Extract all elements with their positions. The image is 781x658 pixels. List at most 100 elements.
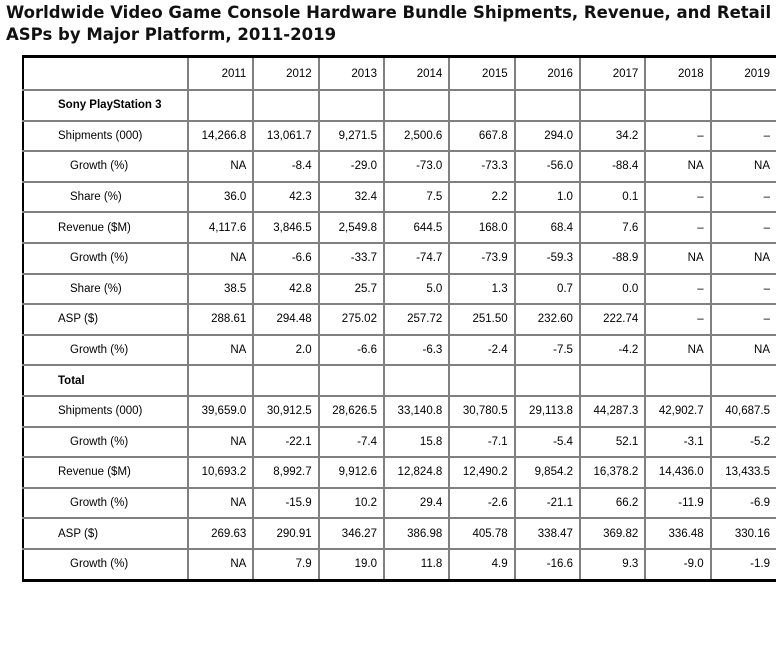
table-cell: 66.2 [578,486,647,520]
table-cell: -2.4 [448,333,516,367]
table-cell: -73.0 [382,150,451,183]
table-cell [644,89,712,122]
table-cell: 667.8 [448,119,516,153]
table-row: Share (%) 36.0 42.3 32.4 7.5 2.2 1.0 0.1– – [22,180,776,214]
table-cell: 36.0 [186,180,255,214]
year-header: 2018 [644,58,712,91]
table-cell: – [709,211,776,244]
table-cell: 294.48 [252,303,320,336]
table-cell: -74.7 [382,241,451,275]
table-cell: NA [186,150,255,183]
table-cell: 1.3 [448,272,516,306]
table-cell: 9,912.6 [317,456,385,489]
table-cell: NA [186,333,255,367]
table-cell: -7.5 [513,333,581,367]
table-cell: 16,378.2 [578,456,647,489]
table-cell: 1.0 [513,180,581,214]
row-label: Shipments (000) [22,394,189,428]
table-cell: – [709,180,776,214]
row-label: Growth (%) [22,333,189,367]
table-row: Total [22,364,776,397]
table-cell: 14,436.0 [644,456,712,489]
table-cell: 13,433.5 [709,456,776,489]
year-header: 2014 [382,58,451,91]
table-row: Revenue ($M) 10,693.2 8,992.7 9,912.6 12,824… [22,456,776,489]
table-cell: 330.16 [709,517,776,550]
table-cell: 275.02 [317,303,385,336]
table-cell: 346.27 [317,517,385,550]
table-cell: -56.0 [513,150,581,183]
table-row: ASP ($) 288.61 294.48 275.02 257.72 251.50 232… [22,303,776,336]
table-cell: -88.9 [578,241,647,275]
year-header: 2011 [186,58,255,91]
table-cell: 9,854.2 [513,456,581,489]
row-label: ASP ($) [22,303,189,336]
table-cell: 32.4 [317,180,385,214]
row-label: Growth (%) [22,547,189,579]
table-cell: 12,490.2 [448,456,516,489]
table-cell [186,364,255,397]
table-cell: 0.7 [513,272,581,306]
table-cell: 269.63 [186,517,255,550]
table-cell: 11.8 [382,547,451,579]
table-cell: 2,500.6 [382,119,451,153]
table-cell: 10.2 [317,486,385,520]
table-cell: 644.5 [382,211,451,244]
table-cell: – [644,119,712,153]
table-cell: -11.9 [644,486,712,520]
table-cell: 40,687.5 [709,394,776,428]
table-cell: -2.6 [448,486,516,520]
row-label: Revenue ($M) [22,211,189,244]
table-cell: 13,061.7 [252,119,320,153]
table-cell: -5.2 [709,425,776,459]
table-cell: 19.0 [317,547,385,579]
table-cell: -21.1 [513,486,581,520]
table-cell: 222.74 [578,303,647,336]
table-cell: NA [186,547,255,579]
table-cell: 336.48 [644,517,712,550]
table-cell [448,364,516,397]
table-cell: -6.9 [709,486,776,520]
table-cell: -22.1 [252,425,320,459]
year-header: 2013 [317,58,385,91]
table-cell: -6.3 [382,333,451,367]
table-cell: 288.61 [186,303,255,336]
table-cell [186,89,255,122]
row-label: Growth (%) [22,425,189,459]
table-cell: 33,140.8 [382,394,451,428]
year-header: 2016 [513,58,581,91]
table-cell: -15.9 [252,486,320,520]
table-cell: 290.91 [252,517,320,550]
table-cell: -3.1 [644,425,712,459]
table-cell: 5.0 [382,272,451,306]
row-label: Growth (%) [22,486,189,520]
table-row: Growth (%) NA -22.1 -7.4 15.8 -7.1 -5.4 52.1 -3.… [22,425,776,459]
table-cell: -88.4 [578,150,647,183]
table-row: Shipments (000) 39,659.0 30,912.5 28,626.5 3… [22,394,776,428]
table-cell [709,364,776,397]
table-row: Growth (%) NA 2.0 -6.6 -6.3 -2.4 -7.5 -4.2 NA NA [22,333,776,367]
row-label: Share (%) [22,180,189,214]
row-label: ASP ($) [22,517,189,550]
table-cell: -5.4 [513,425,581,459]
row-label: Revenue ($M) [22,456,189,489]
table-cell: 4.9 [448,547,516,579]
table-cell: -73.9 [448,241,516,275]
table-cell: 14,266.8 [186,119,255,153]
table-cell: 30,912.5 [252,394,320,428]
table-cell: 25.7 [317,272,385,306]
table-cell: 10,693.2 [186,456,255,489]
table-cell: 44,287.3 [578,394,647,428]
table-cell: 9.3 [578,547,647,579]
header-blank-cell [22,58,189,91]
table-cell: -7.4 [317,425,385,459]
table-row: Share (%) 38.5 42.8 25.7 5.0 1.3 0.7 0.0– – [22,272,776,306]
table-cell: 338.47 [513,517,581,550]
table-cell: 2.0 [252,333,320,367]
table-cell: – [709,272,776,306]
table-cell: NA [186,241,255,275]
table-cell: -8.4 [252,150,320,183]
table-cell: – [644,180,712,214]
table-cell: 2,549.8 [317,211,385,244]
table-cell: 7.5 [382,180,451,214]
